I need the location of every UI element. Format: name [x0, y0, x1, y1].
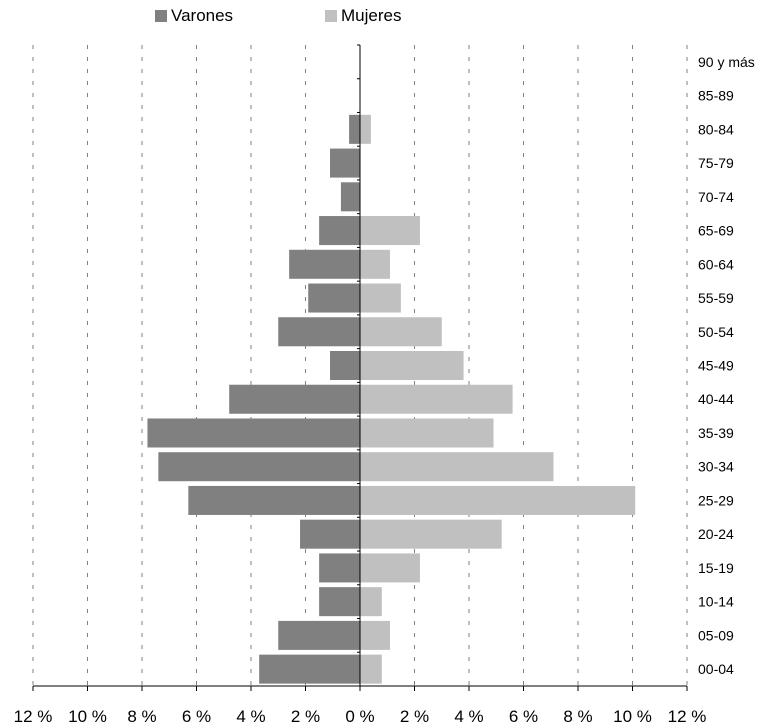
legend-label-mujeres: Mujeres — [341, 6, 402, 25]
bar-varones-15-19 — [319, 553, 360, 583]
bar-mujeres-50-54 — [360, 317, 442, 347]
x-tick-label: 2 % — [400, 707, 429, 726]
bar-varones-25-29 — [188, 485, 360, 515]
bar-mujeres-15-19 — [360, 553, 420, 583]
x-tick-label: 8 % — [563, 707, 592, 726]
bar-varones-50-54 — [278, 317, 360, 347]
bar-mujeres-05-09 — [360, 620, 390, 650]
bar-mujeres-25-29 — [360, 485, 636, 515]
bar-varones-00-04 — [259, 654, 360, 684]
category-label: 80-84 — [698, 121, 734, 137]
category-label: 05-09 — [698, 627, 734, 643]
category-label: 70-74 — [698, 189, 734, 205]
category-label: 75-79 — [698, 155, 734, 171]
x-tick-label: 10 % — [68, 707, 107, 726]
x-tick-label: 4 % — [454, 707, 483, 726]
bar-mujeres-65-69 — [360, 216, 420, 246]
x-tick-label: 10 % — [613, 707, 652, 726]
legend-label-varones: Varones — [171, 6, 234, 25]
category-label: 65-69 — [698, 223, 734, 239]
x-tick-label: 0 % — [345, 707, 374, 726]
category-label: 60-64 — [698, 256, 734, 272]
category-label: 10-14 — [698, 594, 734, 610]
legend-item-mujeres: Mujeres — [325, 6, 401, 26]
legend: Varones Mujeres — [0, 6, 777, 30]
bar-mujeres-20-24 — [360, 519, 502, 549]
bar-mujeres-35-39 — [360, 418, 494, 448]
category-label: 30-34 — [698, 459, 734, 475]
bar-mujeres-80-84 — [360, 114, 371, 144]
category-label: 50-54 — [698, 324, 734, 340]
category-label: 35-39 — [698, 425, 734, 441]
bar-varones-05-09 — [278, 620, 360, 650]
bar-mujeres-45-49 — [360, 350, 464, 381]
bar-varones-70-74 — [340, 182, 360, 212]
bar-varones-75-79 — [330, 148, 360, 178]
bar-varones-40-44 — [229, 384, 360, 414]
category-label: 25-29 — [698, 492, 734, 508]
bar-mujeres-40-44 — [360, 384, 513, 414]
category-label: 20-24 — [698, 526, 734, 542]
x-tick-label: 12 % — [668, 707, 707, 726]
x-tick-label: 6 % — [509, 707, 538, 726]
bar-mujeres-10-14 — [360, 587, 382, 617]
x-tick-label: 8 % — [127, 707, 156, 726]
x-tick-label: 2 % — [291, 707, 320, 726]
category-label: 90 y más — [698, 54, 755, 70]
category-label: 45-49 — [698, 358, 734, 374]
bar-mujeres-00-04 — [360, 654, 382, 684]
category-label: 55-59 — [698, 290, 734, 306]
bar-varones-65-69 — [319, 216, 360, 246]
bar-varones-80-84 — [349, 114, 360, 144]
bar-varones-60-64 — [289, 249, 360, 279]
bar-mujeres-30-34 — [360, 452, 554, 482]
bar-varones-45-49 — [330, 350, 360, 381]
bar-varones-10-14 — [319, 587, 360, 617]
bar-varones-55-59 — [308, 283, 360, 313]
category-label: 40-44 — [698, 391, 734, 407]
bar-varones-20-24 — [300, 519, 360, 549]
category-label: 15-19 — [698, 560, 734, 576]
legend-item-varones: Varones — [155, 6, 233, 26]
bar-varones-30-34 — [158, 452, 360, 482]
bar-mujeres-55-59 — [360, 283, 401, 313]
category-label: 85-89 — [698, 88, 734, 104]
x-tick-label: 4 % — [236, 707, 265, 726]
legend-swatch-varones — [155, 10, 167, 22]
bar-mujeres-60-64 — [360, 249, 390, 279]
x-tick-label: 6 % — [182, 707, 211, 726]
bar-varones-35-39 — [147, 418, 360, 448]
x-tick-label: 12 % — [14, 707, 53, 726]
category-label: 00-04 — [698, 661, 734, 677]
legend-swatch-mujeres — [325, 10, 337, 22]
